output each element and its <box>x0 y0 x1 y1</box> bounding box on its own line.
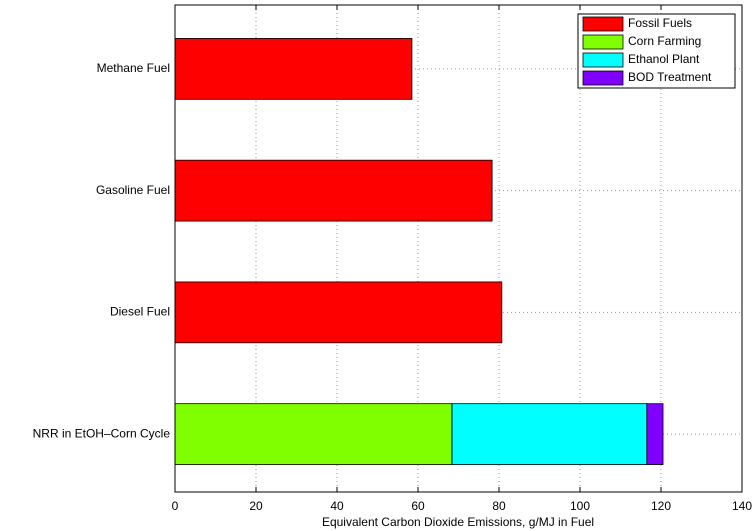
y-tick-label: Gasoline Fuel <box>96 183 170 197</box>
x-tick-label: 40 <box>330 499 344 513</box>
legend-label: Fossil Fuels <box>628 16 692 30</box>
legend-swatch <box>582 52 624 68</box>
legend-label: Ethanol Plant <box>628 52 700 66</box>
legend-swatch <box>582 34 624 50</box>
x-tick-label: 140 <box>732 499 752 513</box>
bar <box>174 403 453 465</box>
bar <box>646 403 664 465</box>
x-axis-label: Equivalent Carbon Dioxide Emissions, g/M… <box>322 515 594 529</box>
bar <box>174 281 503 344</box>
y-tick-label: NRR in EtOH–Corn Cycle <box>33 426 171 440</box>
x-tick-label: 60 <box>411 499 425 513</box>
legend-label: BOD Treatment <box>628 70 712 84</box>
x-tick-label: 20 <box>249 499 263 513</box>
x-tick-label: 120 <box>651 499 671 513</box>
y-tick-label: Methane Fuel <box>97 61 170 75</box>
x-tick-label: 0 <box>172 499 179 513</box>
x-tick-label: 100 <box>570 499 590 513</box>
y-tick-label: Diesel Fuel <box>110 305 170 319</box>
bar <box>174 38 413 100</box>
x-tick-label: 80 <box>492 499 506 513</box>
legend-swatch <box>582 16 624 32</box>
bar <box>174 159 493 222</box>
plot-frame <box>174 4 743 493</box>
bar <box>451 403 648 465</box>
legend-label: Corn Farming <box>628 34 701 48</box>
legend-swatch <box>582 70 624 86</box>
